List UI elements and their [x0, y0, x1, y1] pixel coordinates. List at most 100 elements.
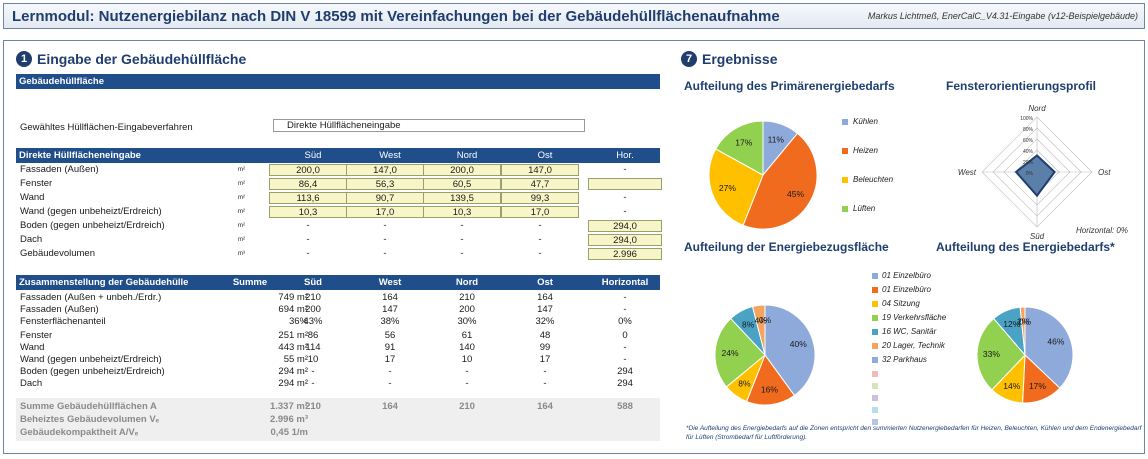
pie-data-label: 17% [735, 137, 752, 147]
direct-cell: - [460, 234, 464, 245]
radar-tick-label: 0% [1026, 171, 1034, 177]
direct-cell: - [538, 234, 542, 245]
pie-slice [742, 132, 818, 230]
radar-tick-label: 60% [1023, 138, 1034, 144]
direct-cell[interactable]: 200,0 [269, 164, 347, 176]
summary-header-col: Süd [304, 277, 322, 288]
method-select[interactable]: Direkte Hüllflächeneingabe [273, 119, 585, 132]
legend-entry: 01 Einzelbüro [882, 285, 931, 294]
summary-cell: 164 [537, 292, 553, 303]
legend-swatch-empty [872, 395, 878, 401]
summary-cell: 294 [617, 378, 633, 389]
direct-header-label: Direkte Hüllflächeneingabe [19, 150, 141, 161]
radar-axis-label: Süd [1030, 232, 1045, 241]
radar-horizontal-note: Horizontal: 0% [1076, 226, 1128, 235]
pie-slice [1024, 306, 1074, 389]
summary-cell: 140 [459, 342, 475, 353]
summary-cell: 200 [305, 304, 321, 315]
radar-tick-label: 80% [1023, 127, 1034, 133]
summary-cell: 86 [307, 330, 319, 341]
direct-row-unit: m² [238, 209, 245, 215]
summary-header-col: Ost [537, 277, 553, 288]
summary-cell: 147 [382, 304, 398, 315]
pie-slice [751, 304, 766, 356]
legend-swatch-empty [872, 371, 878, 377]
totals-background [16, 398, 660, 441]
pie-data-label: 17% [1029, 381, 1046, 391]
direct-row-label: Wand [20, 192, 45, 203]
direct-row-unit: m² [238, 237, 245, 243]
summary-cell: 210 [459, 292, 475, 303]
direct-cell: - [306, 234, 310, 245]
summary-cell: - [623, 304, 627, 315]
direct-cell[interactable]: 47,7 [501, 178, 579, 190]
summary-cell: 99 [539, 342, 551, 353]
direct-header-col: Nord [456, 150, 478, 161]
section-results-title: Ergebnisse [702, 51, 778, 67]
legend-swatch [872, 287, 878, 293]
direct-cell[interactable]: 10,3 [423, 206, 501, 218]
direct-cell: - [538, 220, 542, 231]
legend-entry: Lüften [853, 204, 876, 213]
summary-cell: 32% [535, 316, 555, 327]
direct-cell[interactable]: 60,5 [423, 178, 501, 190]
summary-cell: 294 [617, 366, 633, 377]
summary-cell: 10 [307, 354, 319, 365]
summary-cell: 443 m² [278, 342, 308, 353]
pie3-title: Aufteilung des Energiebedarfs* [936, 240, 1115, 254]
summary-row-label: Gebäudekompaktheit A/Vₑ [20, 427, 139, 438]
direct-cell: - [306, 248, 310, 259]
author-label: Markus Lichtmeß, EnerCalC_V4.31-Eingabe … [867, 11, 1138, 21]
summary-cell: - [388, 378, 392, 389]
direct-row-label: Dach [20, 234, 43, 245]
summary-cell: 210 [305, 401, 321, 412]
legend-entry: 16 WC, Sanitär [882, 327, 937, 336]
summary-cell: - [543, 366, 547, 377]
summary-cell: 114 [305, 342, 321, 353]
summary-cell: - [465, 366, 469, 377]
summary-cell: - [543, 378, 547, 389]
summary-cell: - [623, 342, 627, 353]
summary-cell: 164 [382, 292, 398, 303]
direct-cell[interactable]: 139,5 [423, 192, 501, 204]
direct-cell: - [383, 248, 387, 259]
gh-bar: Gebäudehüllfläche [16, 74, 660, 89]
direct-cell[interactable]: 294,0 [588, 234, 662, 246]
legend-swatch-empty [872, 383, 878, 389]
pie-data-label: 40% [790, 339, 807, 349]
pie-data-label: 8% [742, 319, 755, 329]
radar-series-area [1014, 154, 1056, 198]
direct-cell[interactable]: 2.996 [588, 248, 662, 260]
legend-entry: Heizen [853, 146, 878, 155]
summary-cell: 294 m² [278, 366, 308, 377]
direct-cell[interactable]: 294,0 [588, 220, 662, 232]
summary-cell: 61 [461, 330, 473, 341]
summary-row-label: Fensterflächenanteil [20, 316, 106, 327]
direct-row-unit: m² [238, 195, 245, 201]
direct-cell[interactable]: 99,3 [501, 192, 579, 204]
legend-entry: 04 Sitzung [882, 299, 920, 308]
direct-row-unit: m³ [238, 251, 245, 257]
direct-header-col: Ost [537, 150, 553, 161]
direct-cell: - [460, 220, 464, 231]
direct-row-label: Boden (gegen unbeheizt/Erdreich) [20, 220, 165, 231]
direct-input-header: Direkte Hüllflächeneingabe Süd West Nord Ost… [16, 148, 660, 163]
legend-swatch [842, 206, 848, 212]
summary-cell: 164 [537, 401, 553, 412]
direct-cell[interactable]: 17,0 [501, 206, 579, 218]
radar-axis-label: Ost [1098, 168, 1111, 177]
summary-cell: 38% [380, 316, 400, 327]
pie-data-label: 0% [1019, 316, 1032, 326]
direct-cell[interactable]: 113,6 [269, 192, 347, 204]
summary-cell: 294 m² [278, 378, 308, 389]
direct-cell[interactable] [588, 178, 662, 190]
summary-cell: 147 [537, 304, 553, 315]
summary-cell: 36% [288, 316, 308, 327]
pie2-title: Aufteilung der Energiebezugsfläche [684, 240, 889, 254]
direct-cell[interactable]: 147,0 [501, 164, 579, 176]
pie-data-label: 16% [761, 385, 778, 395]
summary-header-col: West [378, 277, 402, 288]
pie-data-label: 46% [1047, 337, 1064, 347]
direct-cell[interactable]: 200,0 [423, 164, 501, 176]
direct-cell: - [383, 234, 387, 245]
